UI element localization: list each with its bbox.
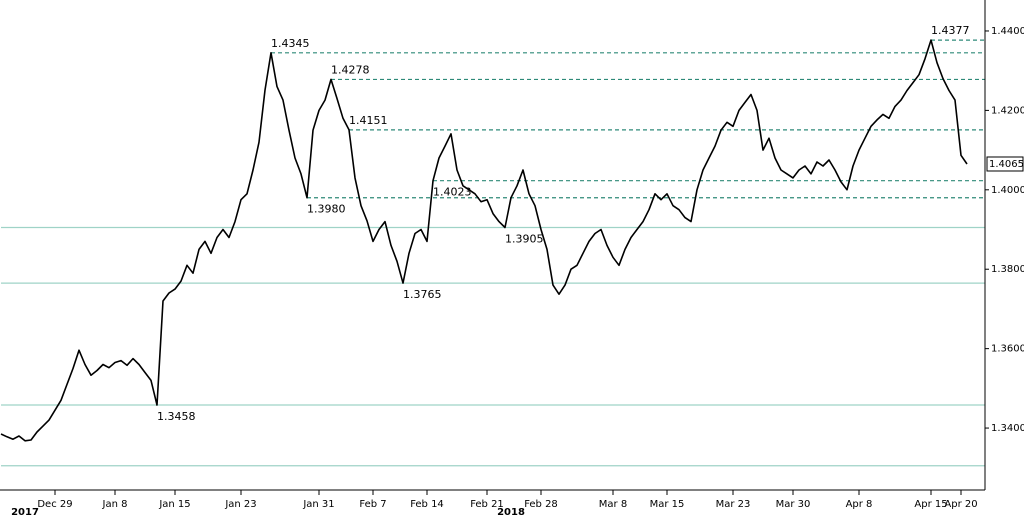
level-label: 1.3458 bbox=[157, 410, 196, 423]
x-tick-label: Jan 15 bbox=[158, 499, 190, 510]
x-tick-label: Apr 20 bbox=[944, 499, 977, 510]
plot bbox=[0, 39, 968, 442]
x-tick-label: Feb 21 bbox=[470, 499, 504, 510]
y-tick-label: 1.4000 bbox=[991, 185, 1024, 196]
level-label: 1.4345 bbox=[271, 37, 310, 50]
levels bbox=[1, 39, 985, 467]
y-tick-label: 1.4400 bbox=[991, 26, 1024, 37]
level-label: 1.4151 bbox=[349, 114, 388, 127]
last-price-label: 1.4065 bbox=[989, 159, 1024, 170]
x-tick-label: Mar 23 bbox=[716, 499, 751, 510]
x-tick-label: Dec 29 bbox=[37, 499, 72, 510]
x-tick-label: Mar 15 bbox=[650, 499, 685, 510]
year-label: 2017 bbox=[11, 507, 39, 518]
x-tick-label: Mar 30 bbox=[776, 499, 811, 510]
y-tick-label: 1.3600 bbox=[991, 344, 1024, 355]
x-tick-label: Jan 23 bbox=[224, 499, 256, 510]
x-tick-label: Feb 14 bbox=[410, 499, 444, 510]
x-tick-label: Feb 28 bbox=[524, 499, 558, 510]
level-label: 1.3980 bbox=[307, 203, 346, 216]
x-tick-label: Feb 7 bbox=[359, 499, 386, 510]
x-tick-label: Jan 31 bbox=[302, 499, 334, 510]
level-label: 1.4023 bbox=[433, 186, 472, 199]
level-label: 1.3765 bbox=[403, 288, 442, 301]
y-tick-label: 1.3800 bbox=[991, 264, 1024, 275]
level-label: 1.3905 bbox=[505, 233, 544, 246]
x-tick-label: Apr 8 bbox=[846, 499, 873, 510]
y-tick-label: 1.3400 bbox=[991, 423, 1024, 434]
x-tick-label: Mar 8 bbox=[599, 499, 627, 510]
price-line bbox=[0, 39, 968, 442]
level-label: 1.4278 bbox=[331, 63, 370, 76]
year-label: 2018 bbox=[497, 507, 525, 518]
x-tick-label: Apr 15 bbox=[914, 499, 947, 510]
y-tick-label: 1.4200 bbox=[991, 105, 1024, 116]
x-tick-label: Jan 8 bbox=[102, 499, 128, 510]
last-price-box bbox=[986, 156, 1024, 172]
level-label: 1.4377 bbox=[931, 24, 970, 37]
